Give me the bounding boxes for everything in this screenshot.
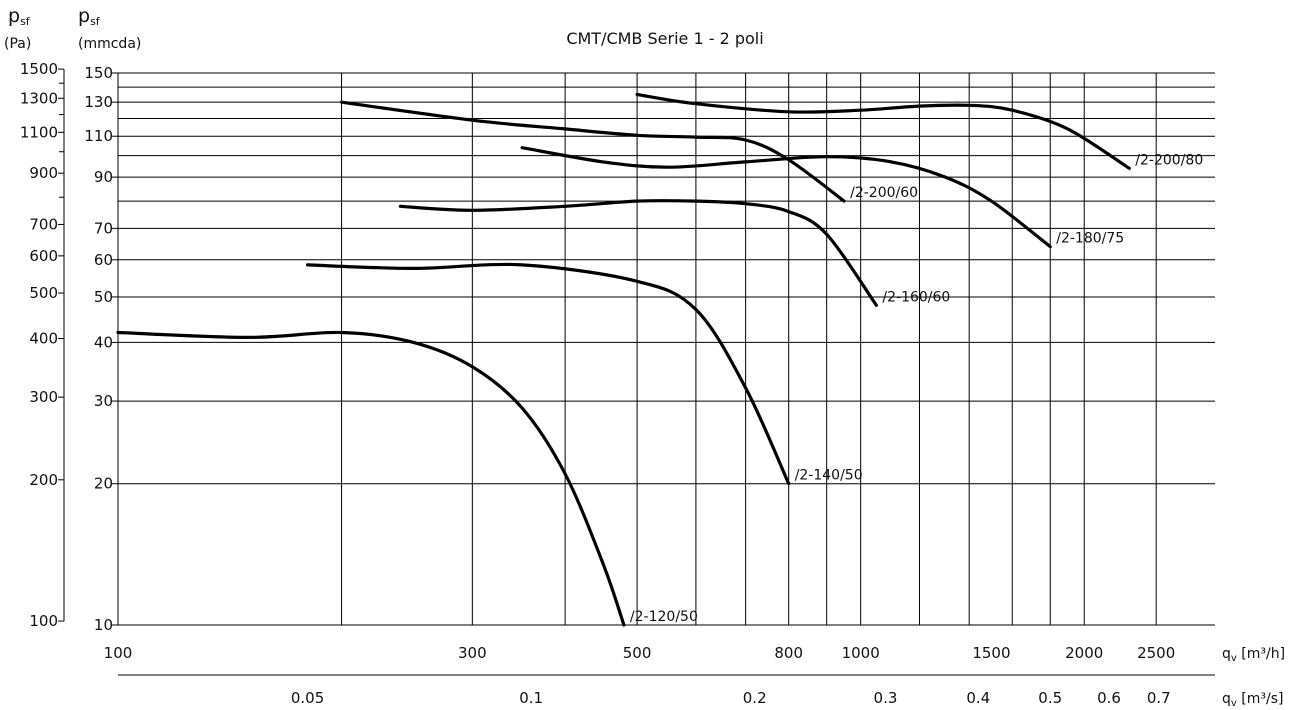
y-tick-label-mmcda: 30	[94, 392, 113, 410]
series-line	[306, 262, 791, 486]
y-right-unit: (mmcda)	[78, 36, 141, 52]
y-tick-label-mmcda: 150	[84, 64, 113, 82]
y-tick-label-mmcda: 90	[94, 168, 113, 186]
y-tick-label-mmcda: 10	[94, 616, 113, 634]
y-tick-label-mmcda: 60	[94, 251, 113, 269]
y-left-unit: (Pa)	[4, 36, 31, 52]
y-left-label: psf	[8, 5, 31, 28]
x-tick-label-m3s: 0.2	[743, 689, 767, 707]
y-tick-label-mmcda: 130	[84, 93, 113, 111]
y-tick-label-pa: 600	[29, 247, 58, 265]
x-tick-label-m3h: 1000	[842, 644, 880, 662]
y-tick-label-pa: 400	[29, 330, 58, 348]
grid	[117, 72, 1215, 626]
x-tick-label-m3h: 800	[774, 644, 803, 662]
y-tick-label-pa: 700	[29, 215, 58, 233]
y-tick-label-mmcda: 110	[84, 127, 113, 145]
x-tick-label-m3h: 2000	[1065, 644, 1103, 662]
y-right-label: psf	[78, 5, 101, 28]
x-tick-label-m3s: 0.5	[1038, 689, 1062, 707]
y-tick-label-mmcda: 70	[94, 219, 113, 237]
y-tick-label-pa: 1100	[20, 123, 58, 141]
y-tick-label-pa: 900	[29, 164, 58, 182]
y-tick-label-pa: 500	[29, 284, 58, 302]
series: /2-120/50/2-140/50/2-160/60/2-200/60/2-1…	[116, 92, 1203, 627]
x-tick-label-m3h: 2500	[1137, 644, 1175, 662]
series-line	[116, 330, 626, 627]
series-label: /2-200/60	[850, 185, 918, 201]
y-tick-label-pa: 1300	[20, 89, 58, 107]
x-top-unit: qv [m³/h]	[1222, 646, 1285, 664]
x-tick-label-m3s: 0.6	[1097, 689, 1121, 707]
chart-title: CMT/CMB Serie 1 - 2 poli	[566, 29, 763, 48]
x-tick-label-m3h: 300	[458, 644, 487, 662]
series-label: /2-200/80	[1135, 152, 1203, 168]
y-tick-label-pa: 1500	[20, 60, 58, 78]
series-label: /2-180/75	[1056, 231, 1124, 247]
series-line	[635, 92, 1131, 170]
series-line	[520, 146, 1052, 249]
x-tick-label-m3h: 500	[623, 644, 652, 662]
series-label: /2-160/60	[882, 289, 950, 305]
series-label: /2-120/50	[630, 609, 698, 625]
series-label: /2-140/50	[795, 468, 863, 484]
y-tick-label-pa: 300	[29, 388, 58, 406]
x-tick-label-m3s: 0.3	[874, 689, 898, 707]
x-tick-label-m3s: 0.7	[1147, 689, 1171, 707]
y-tick-label-pa: 200	[29, 471, 58, 489]
y-tick-label-mmcda: 20	[94, 475, 113, 493]
x-tick-label-m3s: 0.05	[291, 689, 324, 707]
x-tick-label-m3h: 1500	[972, 644, 1010, 662]
x-bottom-unit: qv [m³/s]	[1222, 691, 1283, 709]
x-tick-label-m3h: 100	[104, 644, 133, 662]
series-line	[398, 199, 878, 307]
x-tick-label-m3s: 0.1	[519, 689, 543, 707]
y-tick-label-mmcda: 50	[94, 288, 113, 306]
y-tick-label-mmcda: 40	[94, 333, 113, 351]
axis-ticks: 150 130 110 90 70 60 50 40 30 20 10 1500 1300 1100 900…	[20, 60, 1215, 707]
x-tick-label-m3s: 0.4	[966, 689, 990, 707]
y-tick-label-pa: 100	[29, 612, 58, 630]
series-line	[340, 100, 846, 203]
